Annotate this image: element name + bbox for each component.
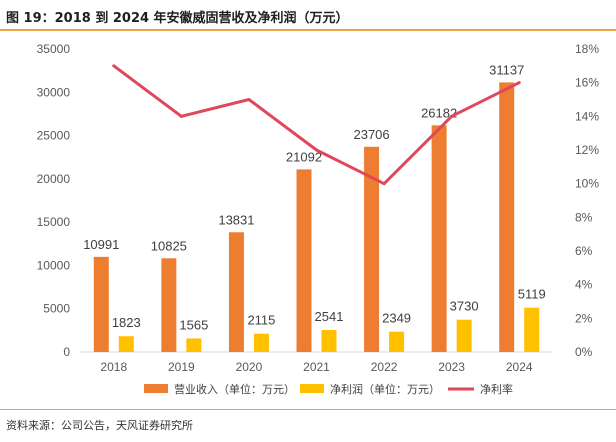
- profit-bar: [186, 338, 202, 352]
- profit-data-label: 3730: [450, 299, 479, 314]
- legend-swatch-profit: [300, 384, 324, 393]
- revenue-bar: [93, 256, 109, 352]
- y-right-tick-label: 4%: [575, 278, 593, 292]
- revenue-data-label: 26182: [421, 105, 457, 120]
- net-margin-point: [179, 114, 183, 118]
- y-right-tick-label: 14%: [575, 109, 599, 123]
- revenue-data-label: 10825: [151, 238, 187, 253]
- x-tick-label: 2024: [506, 360, 533, 374]
- legend-swatch-revenue: [144, 384, 168, 393]
- revenue-data-label: 21092: [286, 149, 322, 164]
- y-right-tick-label: 0%: [575, 345, 593, 359]
- y-right-tick-label: 10%: [575, 177, 599, 191]
- revenue-data-label: 31137: [489, 62, 524, 77]
- profit-bar: [524, 307, 540, 352]
- net-margin-point: [315, 148, 318, 152]
- revenue-data-label: 10991: [83, 237, 119, 252]
- y-right-tick-label: 18%: [575, 42, 599, 56]
- y-left-tick-label: 10000: [37, 258, 71, 272]
- revenue-bar: [296, 169, 312, 352]
- y-left-tick-label: 5000: [43, 302, 70, 316]
- net-margin-point: [450, 114, 454, 118]
- footer-divider: [0, 409, 616, 410]
- revenue-bar: [161, 258, 177, 352]
- profit-data-label: 2349: [382, 311, 411, 326]
- y-left-tick-label: 25000: [37, 129, 71, 143]
- y-left-tick-label: 30000: [37, 85, 71, 99]
- profit-bar: [253, 333, 269, 352]
- y-right-tick-label: 2%: [575, 311, 593, 325]
- net-margin-point: [517, 81, 521, 85]
- profit-data-label: 5119: [518, 287, 546, 302]
- chart: 0 5000 10000 15000 20000 25000 30000 35000 0% 2% 4…: [37, 42, 600, 396]
- legend-label-revenue: 营业收入（单位：万元）: [174, 382, 295, 396]
- profit-bar: [118, 336, 134, 352]
- y-left-tick-label: 0: [63, 345, 70, 359]
- x-tick-label: 2023: [438, 360, 465, 374]
- revenue-bar: [364, 146, 380, 352]
- source-note: 资料来源：公司公告，天风证券研究所: [6, 419, 193, 432]
- y-right-tick-label: 6%: [575, 244, 593, 258]
- profit-bar: [456, 319, 472, 352]
- revenue-bar: [499, 82, 515, 353]
- revenue-data-label: 13831: [218, 212, 254, 227]
- revenue-bar: [431, 125, 447, 352]
- profit-data-label: 2115: [247, 313, 275, 328]
- chart-title: 图 19：2018 到 2024 年安徽威固营收及净利润（万元）: [6, 11, 349, 26]
- x-tick-label: 2022: [371, 360, 398, 374]
- net-margin-point: [247, 98, 251, 101]
- legend-label-margin: 净利率: [480, 382, 513, 396]
- profit-data-label: 1565: [179, 317, 208, 332]
- title-divider: [0, 29, 616, 31]
- profit-bar: [389, 331, 405, 352]
- y-right-tick-label: 8%: [575, 210, 593, 224]
- profit-bar: [321, 330, 337, 352]
- x-tick-label: 2020: [236, 360, 263, 374]
- x-tick-label: 2021: [303, 360, 330, 374]
- y-left-tick-label: 35000: [37, 42, 71, 56]
- net-margin-line: [112, 64, 520, 186]
- net-margin-point: [112, 64, 116, 68]
- y-right-tick-label: 16%: [575, 76, 599, 90]
- net-margin-point: [382, 182, 386, 186]
- y-left-tick-label: 20000: [37, 172, 71, 186]
- x-tick-label: 2019: [168, 360, 195, 374]
- profit-data-label: 1823: [112, 315, 141, 330]
- profit-data-label: 2541: [315, 309, 344, 324]
- revenue-bar: [228, 232, 244, 352]
- revenue-data-label: 23706: [353, 127, 389, 142]
- x-tick-label: 2018: [100, 360, 127, 374]
- y-left-tick-label: 15000: [37, 215, 71, 229]
- y-right-tick-label: 12%: [575, 143, 599, 157]
- legend-label-profit: 净利润（单位：万元）: [330, 382, 440, 396]
